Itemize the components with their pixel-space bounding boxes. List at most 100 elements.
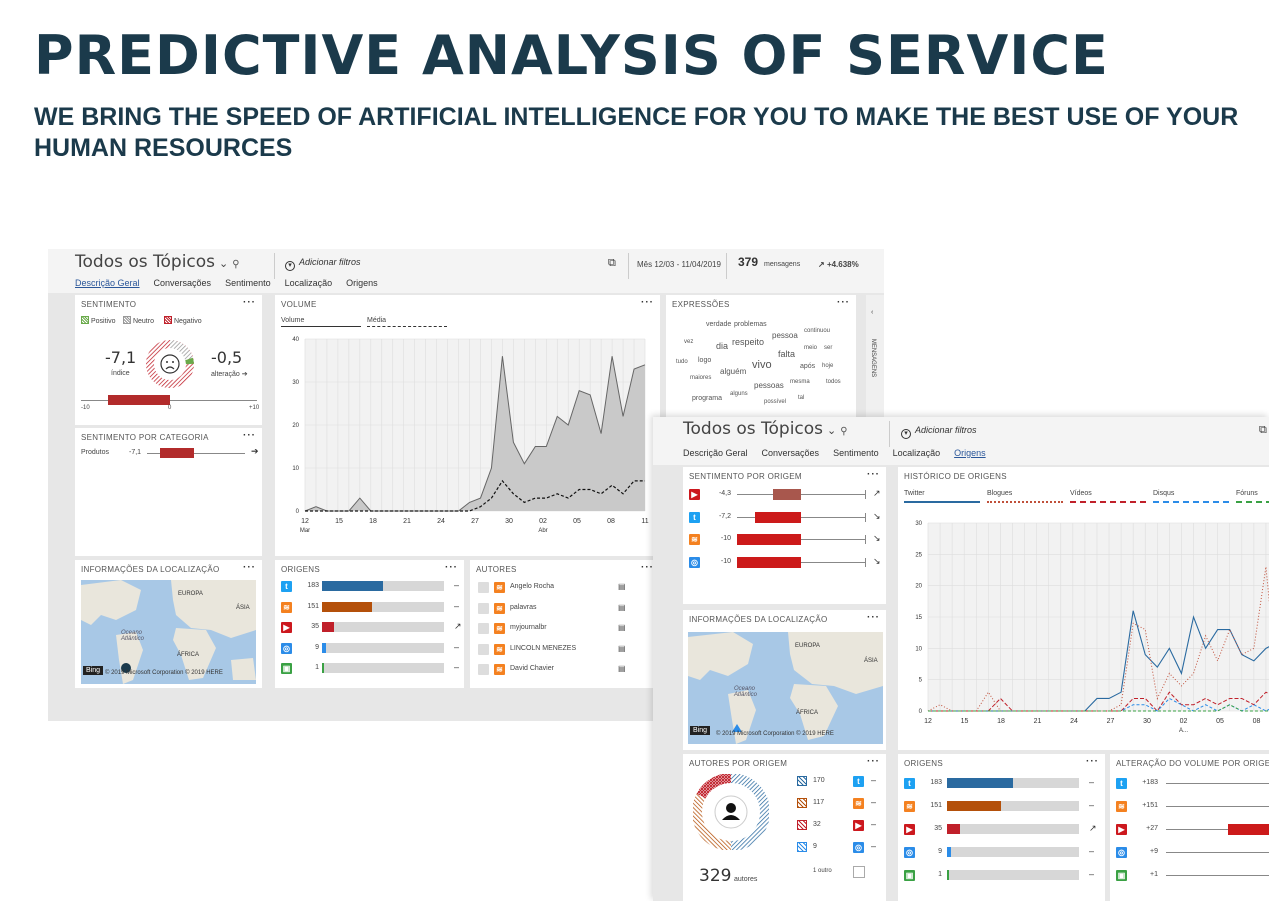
more-icon[interactable]: ··· [641,562,654,573]
trend-icon[interactable]: – [871,775,877,785]
rss-icon[interactable]: ≋ [853,798,864,809]
expression-word[interactable]: hoje [822,363,834,369]
youtube-icon[interactable]: ▶ [281,622,292,633]
tab-overview[interactable]: Descrição Geral [683,448,748,458]
expression-word[interactable]: alguns [730,391,748,397]
topic-link-icon[interactable]: ⚲ [840,426,848,437]
legend-disqus[interactable]: Disqus [1153,490,1175,497]
expression-word[interactable]: respeito [732,337,765,347]
rss-icon[interactable]: ≋ [494,602,505,614]
expression-word[interactable]: logo [698,357,712,364]
tab-conversations[interactable]: Conversações [761,448,820,458]
legend-media[interactable]: Média [367,317,387,324]
twitter-icon[interactable]: t [853,776,864,787]
world-map[interactable]: EUROPA ÁSIA Oceano Atlântico ÁFRICA Bing… [81,580,256,684]
rss-icon[interactable]: ≋ [281,601,292,613]
twitter-icon[interactable]: t [281,581,292,592]
trend-icon[interactable]: ↘ [873,510,881,521]
blog-icon[interactable]: ◎ [853,842,864,853]
tab-sentiment[interactable]: Sentimento [833,448,879,458]
topic-selector[interactable]: Todos os Tópicos ⌄ ⚲ [683,419,848,439]
trend-icon[interactable]: – [454,641,460,652]
map-marker[interactable] [732,724,742,732]
share-icon[interactable]: ⧉ [608,257,616,269]
youtube-icon[interactable]: ▶ [853,820,864,831]
legend-volume[interactable]: Volume [281,317,305,324]
trend-icon[interactable]: ↘ [873,555,881,566]
arrow-right-icon[interactable]: ➔ [251,446,259,456]
blog-icon[interactable]: ◎ [281,642,292,654]
rss-icon[interactable]: ≋ [689,534,700,545]
author-name[interactable]: myjournalbr [510,624,547,631]
rss-icon[interactable]: ≋ [494,664,505,675]
table-icon[interactable] [853,866,865,878]
blog-icon[interactable]: ◎ [904,847,915,858]
topic-selector[interactable]: Todos os Tópicos ⌄ ⚲ [75,252,240,272]
expression-word[interactable]: dia [716,341,729,351]
trend-icon[interactable]: ↗ [454,621,462,631]
more-icon[interactable]: ··· [243,430,256,441]
expression-word[interactable]: vivo [752,359,772,371]
expression-word[interactable]: todos [826,379,841,385]
expression-word[interactable]: vez [684,339,694,345]
trend-icon[interactable]: – [1089,800,1095,810]
rss-icon[interactable]: ≋ [1116,801,1127,812]
tab-origins[interactable]: Origens [954,448,986,458]
expression-word[interactable]: mesma [790,379,810,385]
date-range[interactable]: Mês 12/03 - 11/04/2019 [637,260,721,269]
more-icon[interactable]: ··· [867,469,880,480]
more-icon[interactable]: ··· [867,756,880,767]
legend-fóruns[interactable]: Fóruns [1236,490,1258,497]
trend-icon[interactable]: – [871,819,877,829]
forum-icon[interactable]: ▣ [1116,870,1127,881]
expression-word[interactable]: falta [778,349,796,359]
author-name[interactable]: palavras [510,603,537,611]
expression-word[interactable]: tudo [676,359,688,365]
more-icon[interactable]: ··· [1086,756,1099,767]
author-card-icon[interactable]: ▤ [618,643,626,653]
blog-icon[interactable]: ◎ [689,556,700,568]
messages-side-panel[interactable]: ‹ MENSAGENS [866,295,884,435]
legend-vídeos[interactable]: Vídeos [1070,490,1092,497]
tab-overview[interactable]: Descrição Geral [75,278,140,288]
expression-word[interactable]: maiores [690,375,712,381]
topic-link-icon[interactable]: ⚲ [232,259,240,270]
expression-word[interactable]: continuou [804,328,831,334]
trend-icon[interactable]: – [1089,777,1095,787]
youtube-icon[interactable]: ▶ [689,489,700,500]
author-card-icon[interactable]: ▤ [618,602,626,612]
youtube-icon[interactable]: ▶ [904,824,915,835]
trend-icon[interactable]: – [454,580,460,590]
expression-word[interactable]: programa [692,395,722,402]
rss-icon[interactable]: ≋ [494,582,505,593]
expression-word[interactable]: possível [764,399,787,405]
more-icon[interactable]: ··· [445,562,458,573]
expression-word[interactable]: pessoas [754,381,784,390]
tab-location[interactable]: Localização [284,278,333,288]
share-icon[interactable]: ⧉ [1259,424,1267,436]
trend-icon[interactable]: – [1089,846,1095,856]
twitter-icon[interactable]: t [1116,778,1127,789]
author-card-icon[interactable]: ▤ [618,582,626,591]
twitter-icon[interactable]: t [689,511,700,523]
map-marker[interactable] [121,663,131,673]
author-name[interactable]: David Chavier [510,665,554,672]
chevron-left-icon[interactable]: ‹ [871,309,874,316]
youtube-icon[interactable]: ▶ [1116,824,1127,835]
author-name[interactable]: Angelo Rocha [510,583,554,590]
more-icon[interactable]: ··· [641,297,654,308]
expression-word[interactable]: problemas [734,321,767,328]
world-map[interactable]: EUROPA ÁSIA Oceano Atlântico ÁFRICA Bing… [688,632,883,744]
more-icon[interactable]: ··· [867,612,880,623]
more-icon[interactable]: ··· [837,297,850,308]
author-name[interactable]: LINCOLN MENEZES [510,644,577,652]
add-filters-button[interactable]: ▾ Adicionar filtros [901,425,977,439]
expression-word[interactable]: meio [804,345,818,351]
tab-origins[interactable]: Origens [346,278,378,288]
expression-word[interactable]: verdade [706,321,732,328]
legend-twitter[interactable]: Twitter [904,490,925,497]
expression-word[interactable]: alguém [720,367,747,376]
rss-icon[interactable]: ≋ [494,623,505,634]
expression-word[interactable]: após [800,363,816,370]
tab-location[interactable]: Localização [892,448,941,458]
